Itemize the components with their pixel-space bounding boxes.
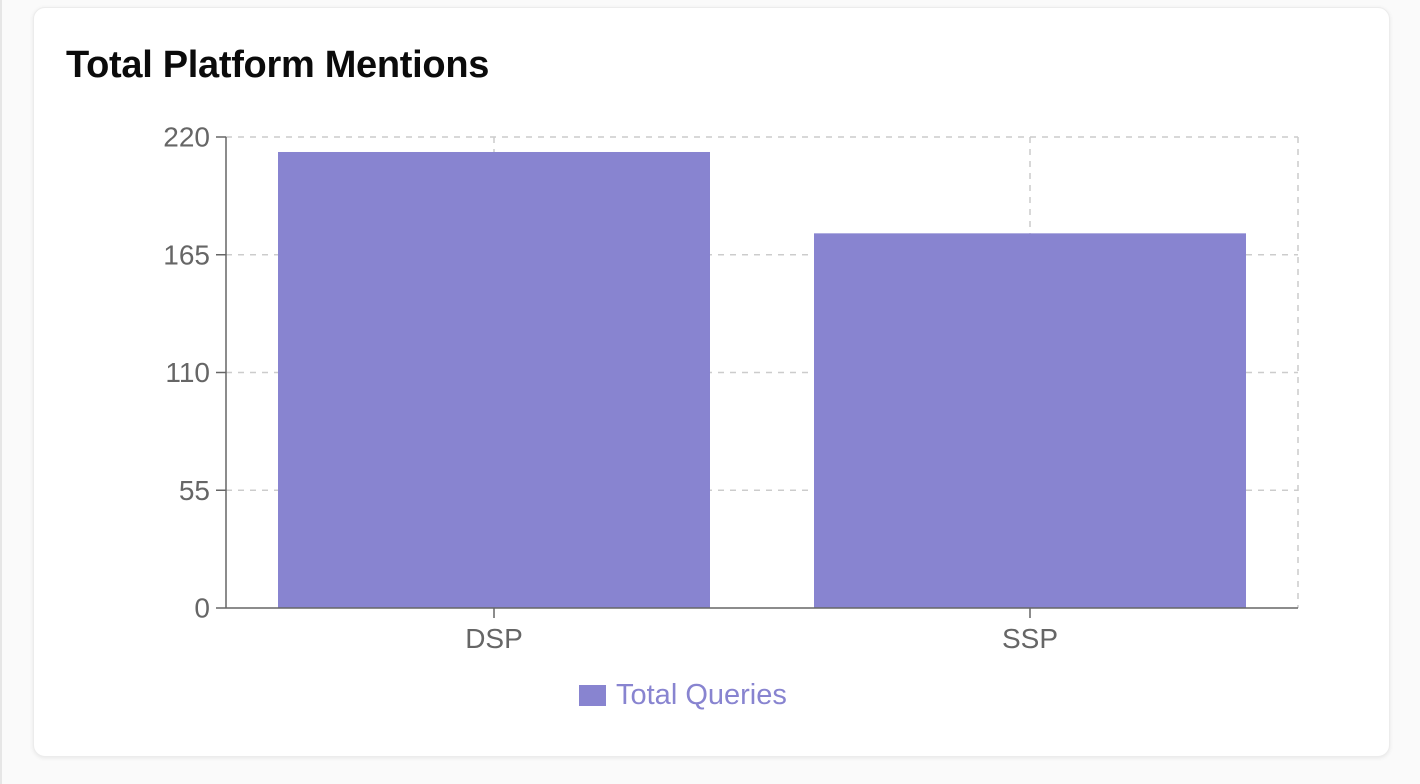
legend-label[interactable]: Total Queries — [616, 679, 787, 711]
bars — [278, 151, 1246, 608]
card-title: Total Platform Mentions — [66, 44, 490, 86]
bar-dsp[interactable] — [278, 151, 710, 608]
y-tick-label: 55 — [179, 475, 210, 506]
y-tick-label: 110 — [165, 357, 210, 388]
x-tick-label: SSP — [1002, 623, 1058, 654]
chart-card: Total Platform Mentions — [33, 7, 1390, 757]
y-tick-label: 165 — [163, 239, 210, 270]
axes: 0 55 110 165 220 DSP SSP — [163, 122, 1298, 654]
y-tick-label: 0 — [194, 593, 210, 624]
legend[interactable]: Total Queries — [579, 679, 787, 711]
x-tick-label: DSP — [465, 623, 523, 654]
legend-swatch — [579, 685, 606, 706]
page-left-border — [0, 0, 2, 784]
y-tick-label: 220 — [163, 122, 210, 153]
bar-ssp[interactable] — [814, 233, 1246, 608]
